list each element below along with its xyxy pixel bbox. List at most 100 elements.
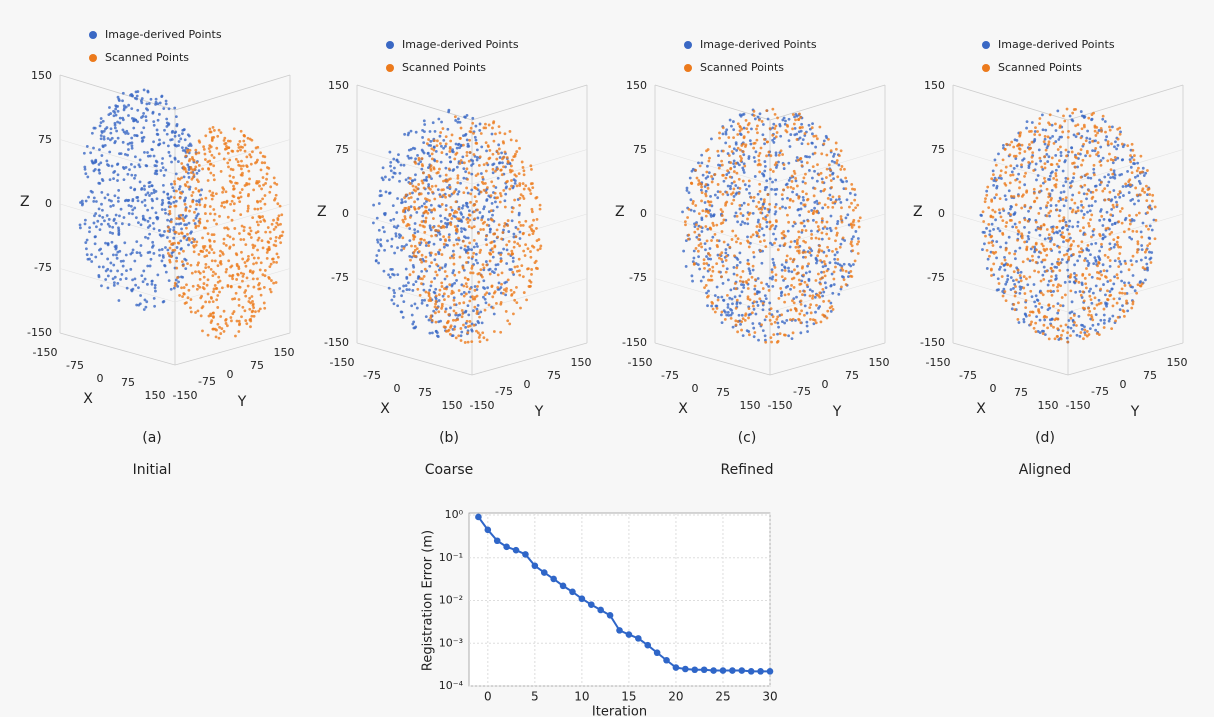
point — [379, 243, 382, 246]
point — [115, 222, 118, 225]
point — [1066, 261, 1069, 264]
point — [445, 288, 448, 291]
point — [130, 174, 133, 177]
point — [108, 106, 111, 109]
point — [841, 165, 844, 168]
point — [152, 252, 155, 255]
point — [214, 260, 217, 263]
point — [770, 307, 773, 310]
point — [804, 132, 807, 135]
point — [772, 315, 775, 318]
point — [425, 260, 428, 263]
point — [108, 218, 111, 221]
point — [711, 177, 714, 180]
point — [207, 168, 210, 171]
point — [113, 284, 116, 287]
point — [398, 287, 401, 290]
point — [1055, 129, 1058, 132]
point — [1073, 133, 1076, 136]
point — [162, 184, 165, 187]
point — [783, 163, 786, 166]
point — [116, 105, 119, 108]
point — [999, 197, 1002, 200]
point — [400, 198, 403, 201]
point — [208, 251, 211, 254]
point — [452, 334, 455, 337]
point — [1118, 260, 1121, 263]
point — [173, 189, 176, 192]
point — [449, 146, 452, 149]
point — [200, 314, 203, 317]
point — [178, 252, 181, 255]
point — [155, 170, 158, 173]
point — [90, 253, 93, 256]
point — [107, 137, 110, 140]
point — [467, 278, 470, 281]
point — [444, 238, 447, 241]
point — [1117, 144, 1120, 147]
point — [126, 287, 129, 290]
point — [759, 152, 762, 155]
point — [228, 175, 231, 178]
point — [474, 136, 477, 139]
point — [755, 301, 758, 304]
point — [470, 248, 473, 251]
point — [724, 202, 727, 205]
point — [464, 236, 467, 239]
point — [181, 146, 184, 149]
point — [708, 157, 711, 160]
point — [759, 249, 762, 252]
point — [462, 216, 465, 219]
point — [133, 207, 136, 210]
point — [268, 191, 271, 194]
point — [279, 205, 282, 208]
legend-label: Image-derived Points — [700, 38, 817, 51]
point — [791, 127, 794, 130]
point — [271, 223, 274, 226]
point — [115, 214, 118, 217]
point — [272, 282, 275, 285]
point — [771, 268, 774, 271]
point — [467, 313, 470, 316]
point — [435, 294, 438, 297]
point — [798, 130, 801, 133]
point — [209, 205, 212, 208]
point — [452, 168, 455, 171]
point — [792, 260, 795, 263]
point — [493, 140, 496, 143]
z-axis-label: Z — [20, 194, 30, 210]
point — [448, 329, 451, 332]
point — [218, 152, 221, 155]
point — [453, 244, 456, 247]
point — [440, 189, 443, 192]
point — [217, 281, 220, 284]
point — [1065, 149, 1068, 152]
point — [181, 129, 184, 132]
point — [538, 238, 541, 241]
point — [786, 309, 789, 312]
point — [772, 123, 775, 126]
point — [851, 244, 854, 247]
point — [733, 273, 736, 276]
point — [430, 164, 433, 167]
point — [438, 299, 441, 302]
point — [498, 148, 501, 151]
point — [1029, 259, 1032, 262]
point — [1026, 120, 1029, 123]
point — [279, 223, 282, 226]
point — [1120, 173, 1123, 176]
point — [693, 262, 696, 265]
point — [492, 306, 495, 309]
point — [736, 133, 739, 136]
point — [725, 259, 728, 262]
point — [1127, 281, 1130, 284]
point — [93, 222, 96, 225]
point — [724, 131, 727, 134]
point — [699, 242, 702, 245]
point — [257, 230, 260, 233]
legend-label: Scanned Points — [700, 61, 784, 74]
point — [786, 197, 789, 200]
point — [529, 192, 532, 195]
point — [230, 264, 233, 267]
point — [783, 301, 786, 304]
